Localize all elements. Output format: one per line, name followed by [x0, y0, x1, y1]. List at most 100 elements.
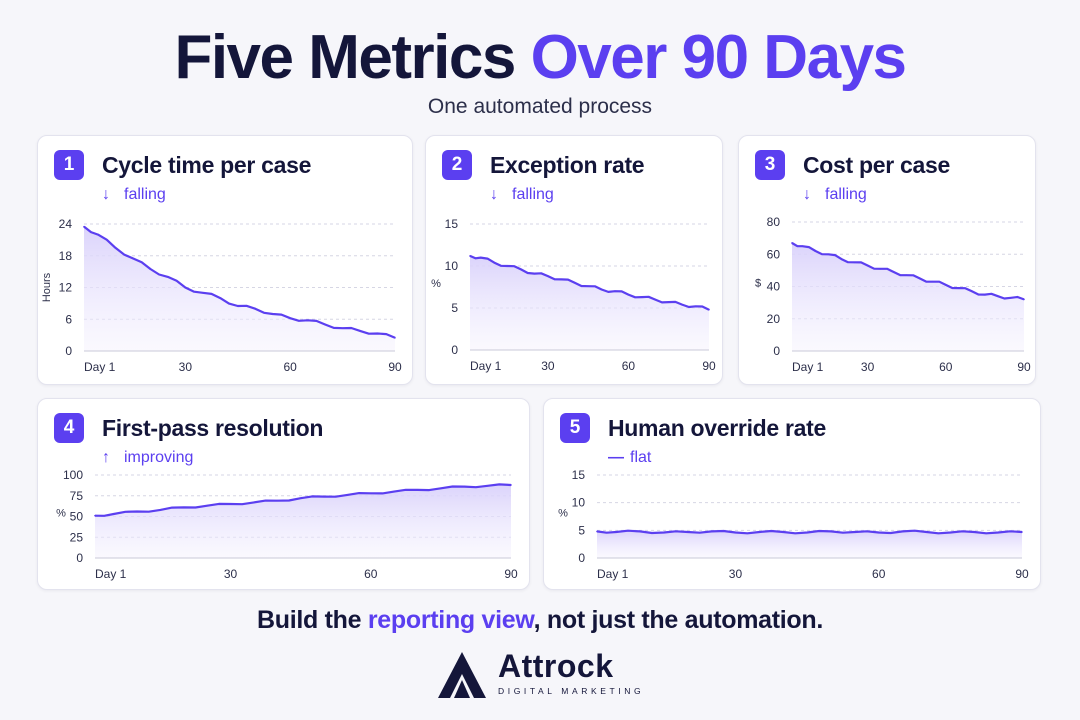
data-point	[814, 250, 817, 252]
metric-title: Cycle time per case	[102, 152, 312, 178]
x-tick-label: 90	[1017, 360, 1031, 374]
page-subtitle: One automated process	[427, 95, 653, 118]
data-point	[254, 307, 257, 310]
data-point	[663, 531, 665, 534]
data-point	[587, 285, 589, 287]
line-chart-cost-per-case: 0 20 40 60 80 $ Day 1 30 60 90	[755, 215, 1031, 374]
trend-label: improving	[124, 449, 194, 466]
data-point	[493, 261, 495, 264]
data-point	[289, 317, 291, 319]
data-point	[1021, 531, 1023, 533]
x-tick-label: Day 1	[792, 360, 824, 374]
data-point	[853, 261, 856, 264]
data-point	[547, 275, 549, 277]
data-point	[984, 293, 986, 296]
y-tick-label: 40	[767, 280, 781, 294]
data-point	[359, 330, 361, 332]
metric-title: First-pass resolution	[102, 415, 324, 441]
x-tick-label: 60	[872, 567, 886, 581]
y-axis-label: $	[755, 278, 761, 290]
data-point	[159, 509, 162, 511]
metric-card-exception-rate: 2 Exception rate ↓ falling 0 5 10 15% Day 1 30…	[425, 135, 723, 385]
y-tick-label: 0	[773, 344, 780, 358]
y-tick-label: 60	[767, 247, 781, 261]
data-point	[615, 531, 617, 533]
data-point	[1023, 298, 1025, 301]
page-title: Five Metrics Over 90 Days	[0, 20, 1080, 96]
data-point	[806, 531, 808, 534]
data-point	[533, 272, 536, 275]
y-axis-label: %	[558, 508, 568, 520]
data-point	[341, 327, 344, 330]
data-point	[276, 499, 279, 502]
y-tick-label: 24	[59, 217, 73, 231]
data-point	[393, 490, 395, 493]
data-point	[114, 247, 117, 249]
data-point	[416, 489, 419, 491]
x-tick-label: 60	[364, 567, 378, 581]
arrow-down-icon: ↓	[490, 186, 498, 203]
line-chart-first-pass-resolution: 0 25 50 75 100% Day 1 30 60 90	[56, 468, 518, 581]
data-point	[376, 332, 379, 335]
data-point	[520, 268, 522, 271]
series-area	[792, 243, 1024, 351]
metric-number-badge: 1	[54, 150, 84, 180]
series-area	[470, 255, 709, 350]
y-tick-label: 80	[767, 215, 781, 229]
y-tick-label: 0	[65, 344, 72, 358]
data-point	[271, 313, 274, 315]
data-point	[879, 267, 882, 270]
data-point	[708, 308, 710, 311]
data-point	[253, 501, 255, 504]
title-accent: Over 90 Days	[530, 23, 907, 92]
x-tick-label: 30	[861, 360, 875, 374]
data-point	[614, 290, 616, 292]
data-point	[627, 293, 630, 296]
arrow-down-icon: ↓	[803, 186, 811, 203]
y-axis-label: %	[56, 508, 66, 520]
data-point	[132, 257, 134, 260]
flat-line-icon: —	[608, 449, 624, 466]
data-point	[641, 296, 643, 298]
data-point	[600, 288, 603, 291]
data-point	[791, 242, 793, 244]
data-point	[681, 303, 683, 306]
metric-title: Exception rate	[490, 152, 645, 178]
data-point	[136, 510, 138, 513]
trend-label: flat	[630, 449, 652, 466]
data-point	[949, 531, 952, 534]
x-tick-label: 90	[702, 359, 716, 373]
data-point	[654, 298, 657, 301]
y-tick-label: 10	[445, 259, 459, 273]
data-point	[596, 530, 598, 533]
data-point	[931, 280, 934, 283]
metric-number-badge: 4	[54, 413, 84, 443]
data-point	[925, 531, 928, 533]
y-tick-label: 15	[445, 217, 459, 231]
brand-subtitle: DIGITAL MARKETING	[498, 686, 645, 696]
y-tick-label: 25	[70, 530, 84, 544]
data-point	[997, 531, 999, 534]
trend-indicator: ↓ falling	[803, 186, 867, 204]
data-point	[479, 256, 482, 259]
x-tick-label: Day 1	[470, 359, 502, 373]
data-point	[229, 503, 232, 505]
y-axis-label: %	[431, 278, 441, 290]
metric-number-badge: 2	[442, 150, 472, 180]
data-point	[560, 278, 563, 281]
y-tick-label: 18	[59, 249, 73, 263]
data-point	[346, 494, 349, 496]
trend-label: falling	[825, 186, 867, 203]
metric-number-badge: 3	[755, 150, 785, 180]
data-point	[801, 245, 804, 247]
data-point	[184, 286, 187, 289]
data-point	[112, 513, 115, 515]
trend-indicator: ↓ falling	[490, 186, 554, 204]
data-point	[667, 301, 670, 303]
data-point	[958, 287, 960, 289]
data-point	[854, 531, 856, 533]
arrow-down-icon: ↓	[102, 186, 110, 203]
data-point	[299, 497, 302, 500]
y-tick-label: 5	[451, 301, 458, 315]
data-point	[686, 531, 689, 533]
